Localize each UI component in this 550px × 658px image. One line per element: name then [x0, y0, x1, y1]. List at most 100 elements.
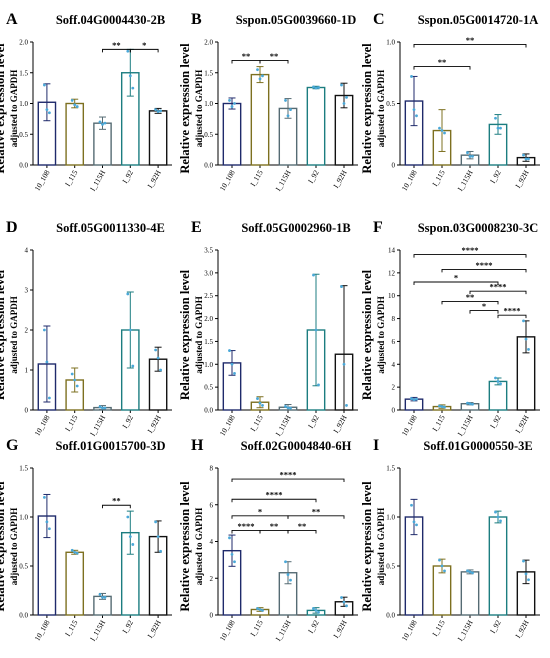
y-tick-label: 2.0 — [204, 39, 213, 47]
panel-letter: D — [6, 219, 18, 236]
x-tick-label: I_115 — [63, 413, 80, 433]
significance-label: ** — [270, 51, 279, 61]
panel-letter: F — [373, 219, 383, 236]
significance-label: **** — [238, 521, 255, 531]
y-axis-label-main: Relative expression level — [0, 269, 7, 400]
data-point — [471, 402, 474, 406]
data-point — [45, 108, 49, 112]
data-point — [440, 405, 444, 408]
bar-i_92 — [488, 380, 508, 411]
data-point — [103, 595, 107, 599]
data-point — [438, 404, 441, 408]
significance-bracket — [469, 290, 527, 295]
data-point — [284, 404, 287, 408]
significance-label: * — [258, 506, 262, 516]
data-point — [412, 398, 416, 402]
y-tick-label: 0.5 — [19, 563, 28, 571]
y-tick-label: 1 — [25, 367, 29, 375]
x-tick-label: I_92H — [331, 413, 349, 435]
x-tick-label: 10_108 — [218, 413, 237, 437]
panel-f: F Sspon.03G0008230-3C Relative expression … — [360, 219, 540, 438]
data-point — [159, 109, 163, 113]
significance-bracket — [469, 310, 499, 314]
panel-letter: E — [191, 219, 202, 236]
y-axis-label-sub: adjusted to GAPDH — [9, 508, 19, 586]
data-point — [499, 519, 502, 523]
data-point — [256, 68, 259, 72]
data-point — [415, 114, 418, 118]
significance-label: **** — [490, 282, 507, 292]
x-tick-label: I_92 — [488, 618, 503, 635]
panel-letter: A — [6, 11, 18, 28]
significance-label: ** — [242, 51, 251, 61]
y-axis-label-sub: adjusted to GAPDH — [376, 296, 386, 374]
y-tick-label: 0.0 — [204, 407, 213, 415]
data-point — [73, 103, 77, 107]
y-axis-label-main: Relative expression level — [178, 481, 192, 612]
x-tick-label: I_115H — [88, 618, 107, 643]
data-point — [98, 593, 102, 596]
data-point — [131, 86, 135, 90]
data-point — [496, 380, 500, 383]
y-axis-label-main: Relative expression level — [0, 481, 7, 612]
data-point — [70, 372, 74, 376]
data-point — [258, 77, 262, 81]
panel-d: D Soff.05G0011330-4E Relative expression l… — [0, 219, 172, 438]
y-axis-label-main: Relative expression level — [360, 269, 374, 400]
data-point — [258, 608, 262, 611]
significance-label: ** — [312, 506, 321, 516]
data-point — [496, 515, 500, 519]
significance-bracket — [441, 300, 499, 305]
data-point — [228, 99, 231, 102]
data-point — [228, 349, 231, 352]
panel-b: B Sspon.05G0039660-1D Relative expression … — [178, 11, 358, 193]
bar-i_115 — [250, 73, 270, 166]
y-tick-label: 2.0 — [204, 315, 213, 323]
significance-label: **** — [280, 470, 297, 480]
data-point — [443, 131, 446, 135]
x-tick-label: I_92H — [331, 168, 349, 190]
data-point — [156, 356, 160, 360]
data-point — [256, 397, 259, 400]
data-point — [101, 595, 104, 599]
data-point — [410, 397, 413, 400]
data-point — [466, 569, 469, 573]
data-point — [286, 406, 290, 410]
data-point — [468, 402, 472, 406]
significance-label: ** — [112, 496, 121, 506]
data-point — [438, 126, 441, 130]
data-point — [345, 604, 348, 608]
data-point — [126, 292, 130, 296]
data-point — [284, 560, 287, 564]
panel-letter: H — [191, 437, 204, 454]
x-tick-label: I_115 — [248, 413, 265, 433]
data-point — [48, 396, 51, 400]
data-point — [410, 75, 413, 78]
y-tick-label: 8 — [392, 315, 396, 323]
data-point — [289, 578, 292, 582]
y-tick-label: 2 — [25, 327, 29, 335]
y-tick-label: 4 — [25, 247, 29, 255]
data-point — [499, 126, 502, 130]
x-tick-label: I_115H — [456, 618, 475, 643]
data-point — [312, 85, 315, 89]
data-point — [522, 319, 525, 323]
data-point — [317, 383, 320, 387]
data-point — [128, 328, 132, 332]
data-point — [494, 376, 497, 380]
x-tick-label: I_115 — [63, 618, 80, 638]
y-tick-label: 0.5 — [19, 131, 28, 139]
y-axis-label-sub: adjusted to GAPDH — [376, 508, 386, 586]
data-point — [415, 523, 418, 527]
y-axis-label-main: Relative expression level — [0, 43, 7, 174]
y-tick-label: 4 — [210, 538, 214, 546]
data-point — [128, 535, 132, 538]
x-tick-label: 10_108 — [400, 618, 419, 642]
data-point — [289, 406, 292, 410]
data-point — [256, 607, 259, 610]
data-point — [126, 515, 130, 519]
data-point — [154, 520, 158, 524]
